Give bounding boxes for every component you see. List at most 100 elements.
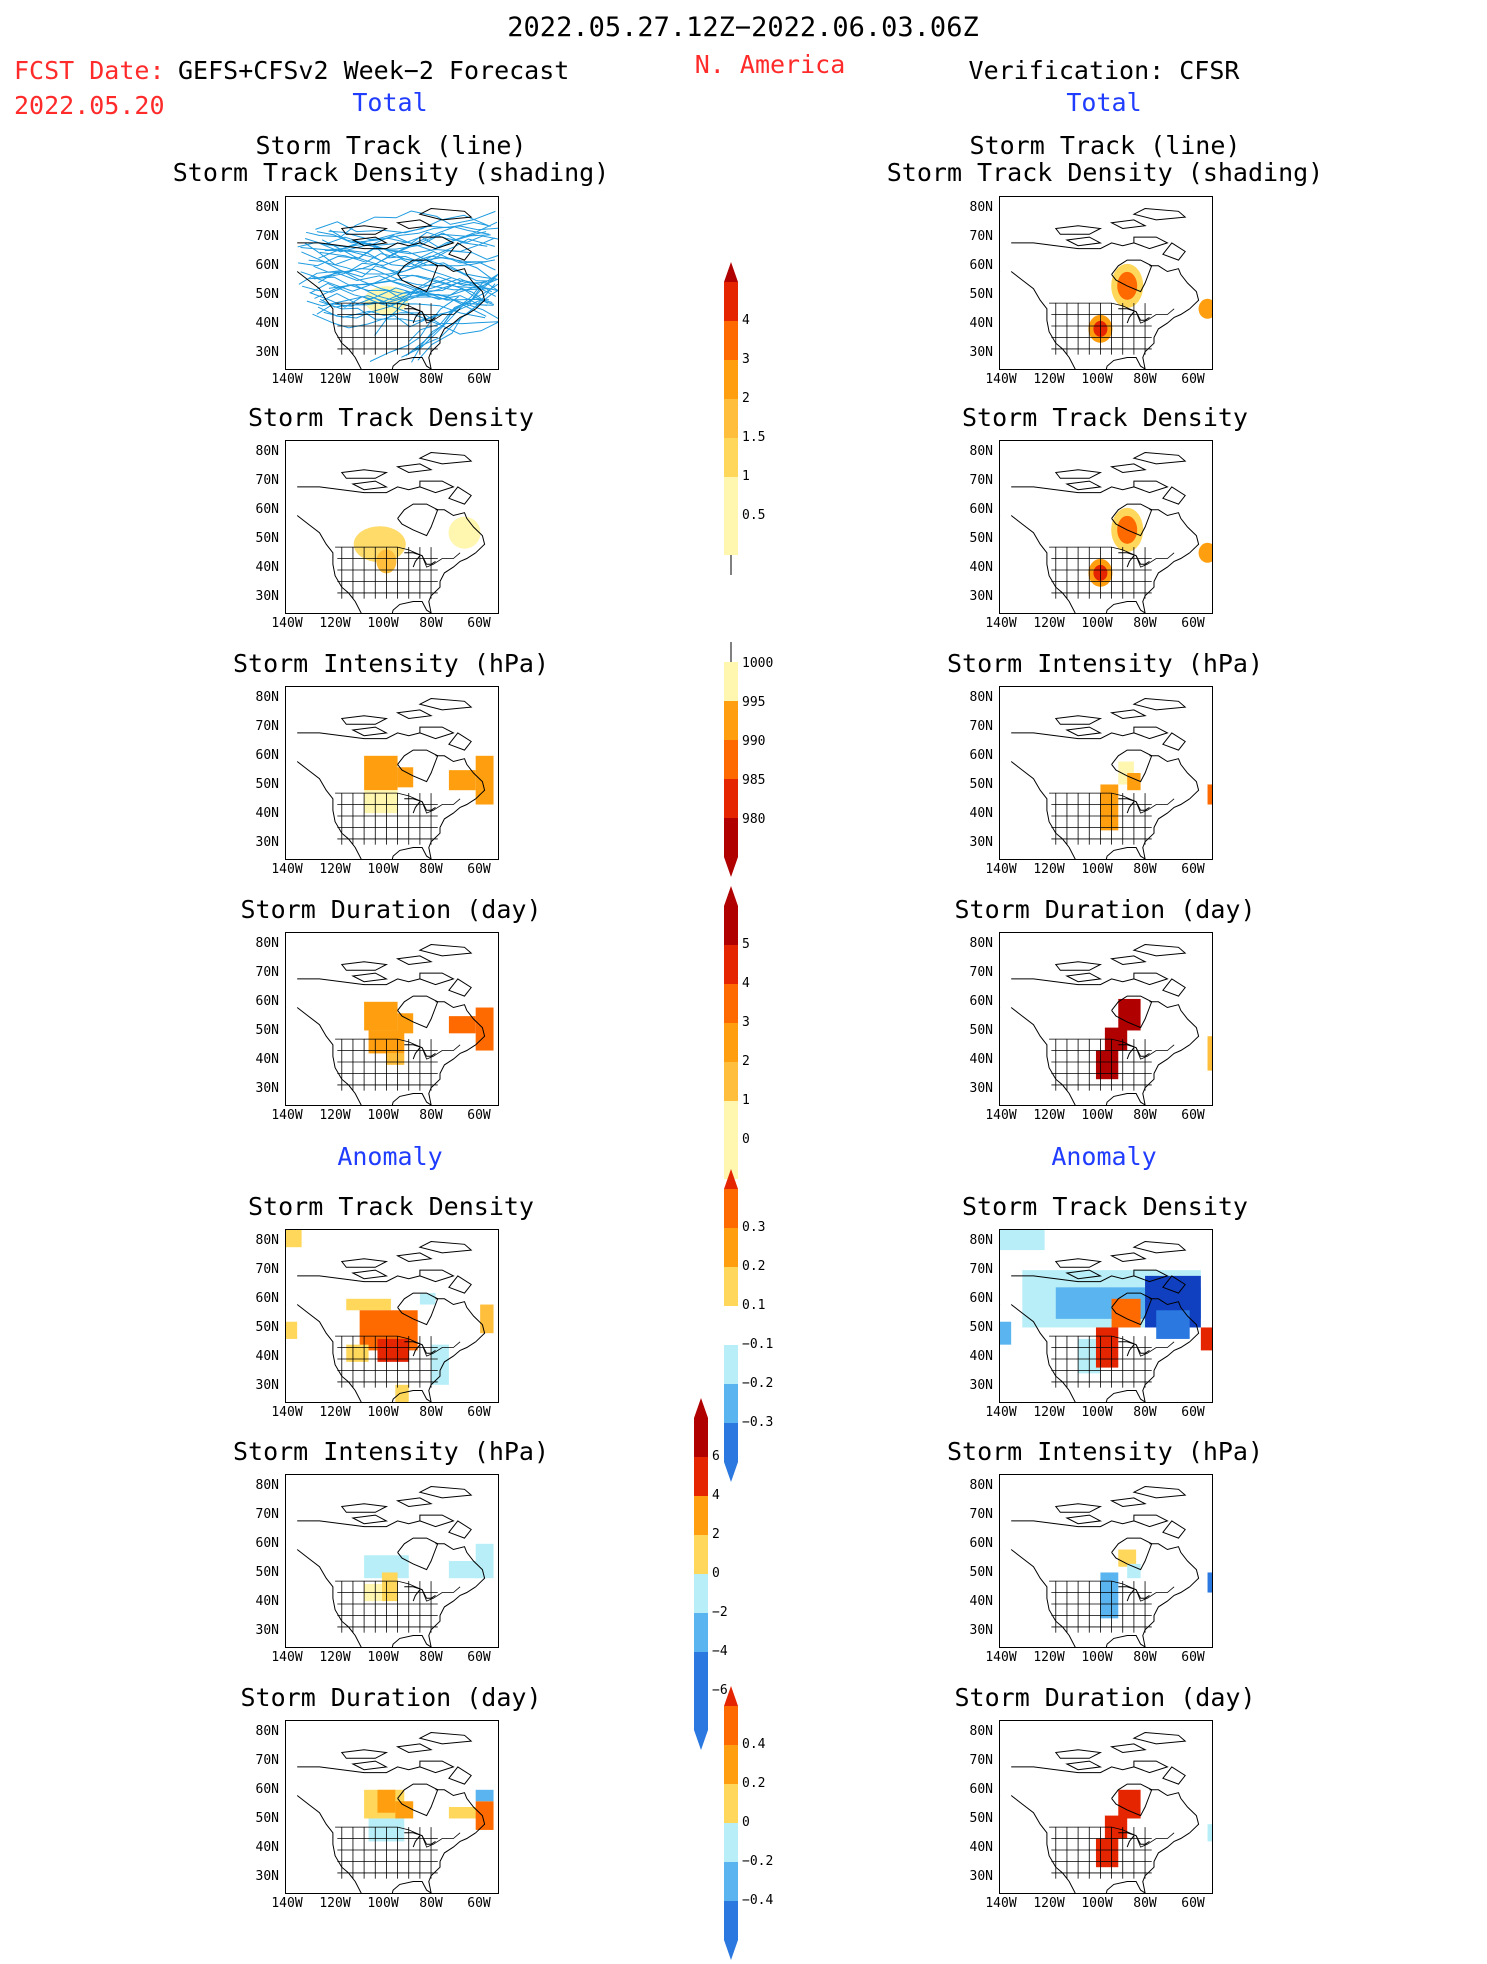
heat-cell: [1127, 773, 1141, 791]
colorbar-segment: [724, 399, 738, 438]
colorbar-label: 0.2: [742, 1259, 766, 1274]
map-panel: [285, 1474, 499, 1648]
map-panel: [285, 1229, 499, 1403]
lat-tick-label: 30N: [255, 589, 279, 604]
lat-tick-label: 40N: [969, 1840, 993, 1855]
panel-title: Storm Intensity (hPa): [946, 649, 1264, 678]
map-panel: [285, 932, 499, 1106]
lat-tick-label: 30N: [255, 1623, 279, 1638]
lon-tick-label: 140W: [271, 1896, 303, 1911]
lat-tick-label: 60N: [969, 258, 993, 273]
lon-tick-label: 80W: [419, 1896, 443, 1911]
colorbar-segment: [694, 1496, 708, 1535]
lat-tick-label: 80N: [969, 690, 993, 705]
lat-tick-label: 80N: [969, 1233, 993, 1248]
lon-tick-label: 60W: [1181, 1108, 1205, 1123]
lat-tick-label: 60N: [969, 994, 993, 1009]
colorbar-segment: [724, 1901, 738, 1940]
lat-tick-label: 30N: [969, 835, 993, 850]
colorbar-segment: [724, 701, 738, 740]
heat-cell: [386, 1053, 405, 1065]
colorbar-label: 0.2: [742, 1776, 766, 1791]
heat-cell: [364, 1555, 409, 1579]
lat-tick-label: 30N: [969, 1869, 993, 1884]
colorbar-segment: [724, 1228, 738, 1267]
lon-tick-label: 80W: [419, 1650, 443, 1665]
map-panel: [285, 686, 499, 860]
lat-tick-label: 60N: [969, 1291, 993, 1306]
heat-cell: [475, 1789, 494, 1802]
panel-title: Storm Track Density (shading): [886, 158, 1324, 187]
lat-tick-label: 80N: [255, 200, 279, 215]
colorbar-label: 1: [742, 1093, 750, 1108]
colorbar-arrow: [724, 857, 738, 877]
lon-tick-label: 60W: [1181, 1896, 1205, 1911]
colorbar-label: 0: [742, 1815, 750, 1830]
lon-tick-label: 140W: [271, 616, 303, 631]
colorbar-segment: [724, 945, 738, 984]
map-panel: [285, 440, 499, 614]
colorbar-segment: [724, 438, 738, 477]
colorbar-segment: [724, 1745, 738, 1784]
storm-track-line: [298, 270, 494, 306]
lon-tick-label: 140W: [271, 1650, 303, 1665]
storm-track-line: [300, 238, 495, 268]
heat-cell: [1095, 1838, 1119, 1868]
lat-tick-label: 30N: [969, 1081, 993, 1096]
lon-tick-label: 60W: [467, 1405, 491, 1420]
heat-cell: [1156, 1310, 1190, 1339]
lon-tick-label: 60W: [1181, 862, 1205, 877]
lat-tick-label: 80N: [255, 936, 279, 951]
panel-title: Storm Intensity (hPa): [946, 1437, 1264, 1466]
lon-tick-label: 140W: [985, 1108, 1017, 1123]
lat-tick-label: 70N: [969, 965, 993, 980]
lon-tick-label: 60W: [467, 1108, 491, 1123]
lon-tick-label: 120W: [319, 372, 351, 387]
colorbar-label: 0: [712, 1566, 720, 1581]
lon-tick-label: 80W: [419, 616, 443, 631]
storm-track-line: [301, 274, 498, 293]
region-label: N. America: [694, 50, 846, 79]
lat-tick-label: 50N: [969, 1023, 993, 1038]
lat-tick-label: 70N: [969, 229, 993, 244]
panel-title: Storm Duration (day): [954, 895, 1256, 924]
lat-tick-label: 30N: [255, 1378, 279, 1393]
lon-tick-label: 100W: [1081, 1108, 1113, 1123]
heat-cell: [1207, 1824, 1212, 1842]
storm-track-line: [316, 225, 498, 244]
lon-tick-label: 140W: [985, 862, 1017, 877]
colorbar-density-anom: [724, 1169, 738, 1482]
colorbar-arrow: [724, 1169, 738, 1189]
lat-tick-label: 70N: [969, 1507, 993, 1522]
lat-tick-label: 50N: [255, 1023, 279, 1038]
colorbar-label: −2: [712, 1605, 728, 1620]
colorbar-label: 2: [742, 391, 750, 406]
heat-cell: [286, 1230, 302, 1248]
storm-track-line: [317, 287, 493, 319]
lat-tick-label: 30N: [969, 345, 993, 360]
lat-tick-label: 70N: [969, 719, 993, 734]
lon-tick-label: 140W: [985, 1896, 1017, 1911]
colorbar-label: −4: [712, 1644, 728, 1659]
lat-tick-label: 70N: [255, 1507, 279, 1522]
lat-tick-label: 80N: [969, 444, 993, 459]
colorbar-segment: [724, 1384, 738, 1423]
colorbar-label: 3: [742, 1015, 750, 1030]
storm-track-line: [316, 297, 498, 335]
heat-cell: [1118, 998, 1141, 1031]
colorbar-segment: [724, 1062, 738, 1101]
heat-cell: [448, 1016, 476, 1034]
map-panel: [999, 932, 1213, 1106]
heat-cell: [475, 755, 494, 805]
heat-cell: [1207, 784, 1212, 805]
fcst-date: 2022.05.20: [14, 91, 165, 120]
period-title: 2022.05.27.12Z−2022.06.03.06Z: [507, 12, 979, 43]
colorbar-label: 4: [742, 313, 750, 328]
heat-cell: [286, 1321, 298, 1339]
lon-tick-label: 100W: [367, 372, 399, 387]
lon-tick-label: 80W: [1133, 1108, 1157, 1123]
colorbar-segment: [724, 818, 738, 857]
colorbar-label: 3: [742, 352, 750, 367]
colorbar-label: 0: [742, 1132, 750, 1147]
lat-tick-label: 40N: [255, 560, 279, 575]
